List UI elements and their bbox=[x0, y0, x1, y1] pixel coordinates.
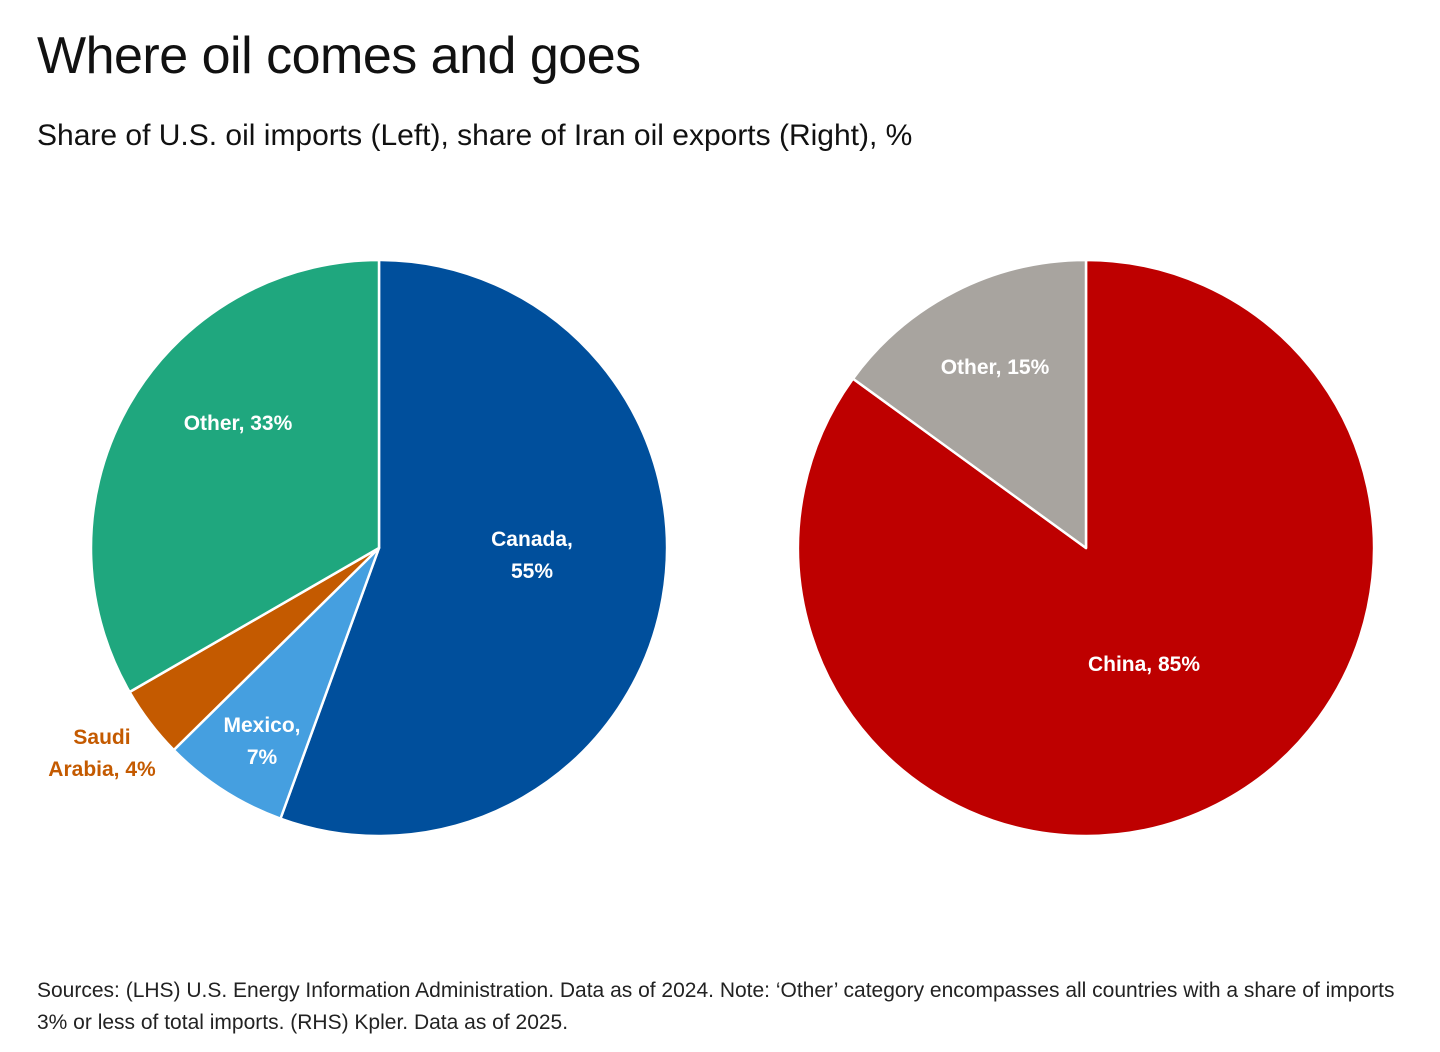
us-imports-label-other: Other, 33% bbox=[184, 412, 293, 435]
iran-exports-slice-other bbox=[851, 258, 1088, 550]
us-imports-slice-canada bbox=[279, 258, 669, 838]
iran-exports-label-other: Other, 15% bbox=[941, 356, 1050, 379]
us-imports-pie: Canada, 55% Mexico, 7% Saudi Arabia, 4% Other,… bbox=[48, 258, 669, 838]
iran-exports-pie: China, 85% Other, 15% bbox=[796, 258, 1376, 838]
chart-title: Where oil comes and goes bbox=[37, 27, 641, 85]
us-imports-label-mexico: Mexico, 7% bbox=[223, 714, 300, 769]
us-imports-label-canada: Canada, 55% bbox=[491, 528, 573, 583]
iran-exports-label-china: China, 85% bbox=[1088, 653, 1200, 676]
us-imports-slice-mexico bbox=[172, 546, 381, 820]
source-footnote: Sources: (LHS) U.S. Energy Information A… bbox=[37, 979, 1395, 1034]
us-imports-label-saudi-arabia: Saudi Arabia, 4% bbox=[48, 726, 156, 781]
us-imports-slice-other bbox=[89, 258, 381, 694]
chart-subtitle: Share of U.S. oil imports (Left), share … bbox=[37, 119, 913, 152]
